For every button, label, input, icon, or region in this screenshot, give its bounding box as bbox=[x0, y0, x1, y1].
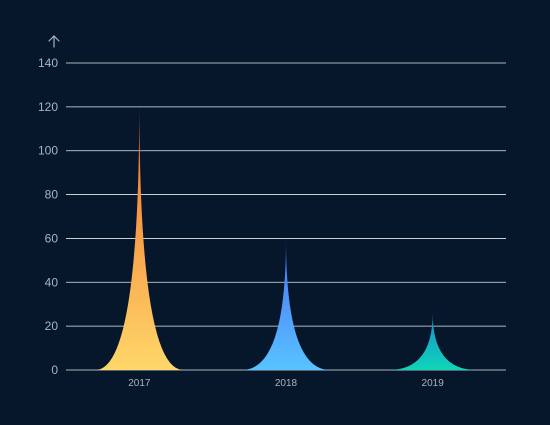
y-tick-label: 100 bbox=[38, 144, 58, 158]
y-tick-label: 140 bbox=[38, 56, 58, 70]
x-tick-label: 2018 bbox=[275, 378, 298, 389]
bar-2019 bbox=[388, 312, 477, 370]
y-tick-label: 0 bbox=[51, 363, 58, 377]
y-tick-label: 40 bbox=[45, 275, 59, 289]
bar-2017 bbox=[95, 100, 184, 371]
arrow-up-icon bbox=[48, 35, 60, 48]
bars bbox=[95, 100, 477, 371]
y-tick-label: 60 bbox=[45, 231, 59, 245]
y-tick-label: 120 bbox=[38, 100, 58, 114]
x-axis-ticks: 2017 2018 2019 bbox=[128, 378, 444, 389]
x-tick-label: 2019 bbox=[422, 378, 445, 389]
y-axis-ticks: 0 20 40 60 80 100 120 140 bbox=[38, 56, 58, 377]
bar-2018 bbox=[242, 238, 330, 370]
y-tick-label: 20 bbox=[45, 319, 59, 333]
x-tick-label: 2017 bbox=[128, 378, 151, 389]
y-tick-label: 80 bbox=[45, 188, 59, 202]
